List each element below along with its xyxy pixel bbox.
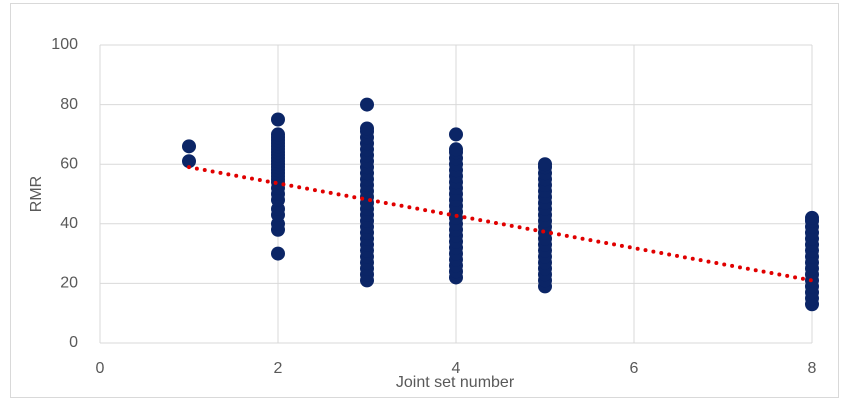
data-point (805, 210, 819, 225)
data-point (271, 112, 285, 127)
chart-border (10, 3, 839, 398)
y-tick-label: 80 (60, 96, 78, 113)
data-point (182, 139, 196, 154)
x-tick-label: 6 (630, 360, 639, 377)
y-tick-label: 0 (69, 334, 78, 351)
data-point (271, 246, 285, 261)
data-point (538, 157, 552, 172)
data-point (182, 154, 196, 169)
data-point (449, 127, 463, 142)
x-tick-label: 4 (452, 360, 461, 377)
x-tick-label: 0 (96, 360, 105, 377)
y-tick-label: 40 (60, 215, 78, 232)
y-tick-label: 20 (60, 275, 78, 292)
x-tick-label: 8 (808, 360, 817, 377)
x-axis-label: Joint set number (396, 374, 515, 391)
trendline (187, 165, 814, 283)
y-axis-label: RMR (28, 176, 45, 212)
data-point (449, 142, 463, 157)
y-tick-label: 60 (60, 155, 78, 172)
data-point (360, 121, 374, 136)
data-point (360, 97, 374, 112)
data-point (271, 127, 285, 142)
x-tick-label: 2 (274, 360, 283, 377)
y-tick-label: 100 (51, 36, 78, 53)
